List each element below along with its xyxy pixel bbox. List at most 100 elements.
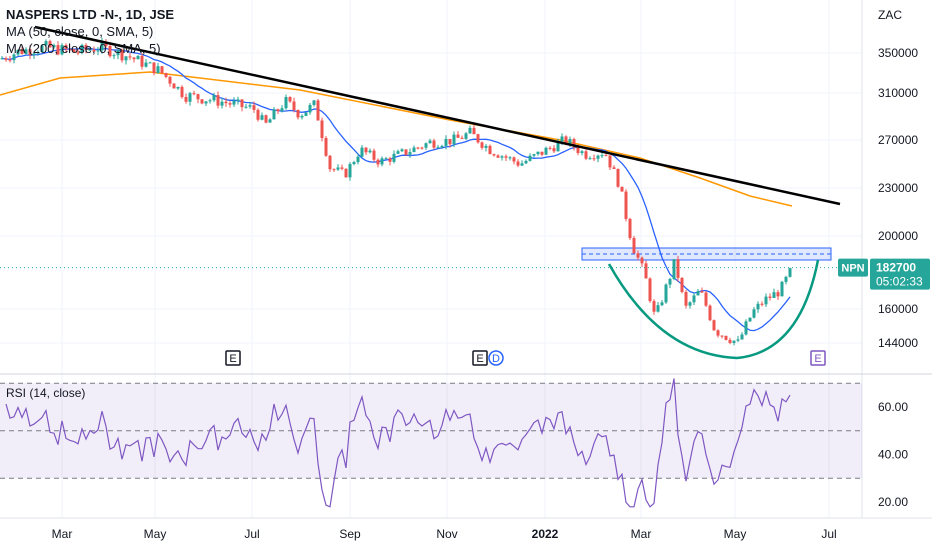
candle-183 bbox=[732, 340, 736, 343]
candle-107 bbox=[428, 140, 432, 144]
event-marker-2 bbox=[488, 350, 504, 366]
candle-151 bbox=[604, 155, 608, 157]
candle-30 bbox=[120, 50, 124, 61]
candle-43 bbox=[172, 83, 176, 89]
candle-186 bbox=[744, 321, 748, 335]
x-tick-3: Sep bbox=[339, 527, 361, 541]
candle-172 bbox=[688, 302, 692, 306]
candle-35 bbox=[140, 55, 144, 67]
ma50-line bbox=[1, 47, 791, 332]
ma200-line bbox=[0, 71, 793, 207]
y-tick-2: 200000 bbox=[878, 229, 918, 243]
candle-100 bbox=[400, 149, 404, 152]
candle-73 bbox=[292, 101, 296, 110]
candle-29 bbox=[116, 50, 120, 56]
event-label-1: E bbox=[476, 353, 483, 365]
candle-121 bbox=[484, 145, 488, 148]
y-tick-4: 270000 bbox=[878, 133, 918, 147]
trendline-path bbox=[34, 25, 841, 206]
candle-170 bbox=[680, 277, 684, 292]
candle-189 bbox=[756, 303, 760, 310]
candle-193 bbox=[772, 292, 776, 298]
candle-128 bbox=[512, 157, 516, 162]
candle-90 bbox=[360, 147, 364, 157]
candle-149 bbox=[596, 155, 600, 159]
candle-114 bbox=[456, 134, 460, 138]
candle-19 bbox=[76, 52, 80, 54]
candle-176 bbox=[704, 292, 708, 306]
candle-72 bbox=[288, 97, 292, 102]
candle-17 bbox=[68, 49, 72, 51]
candle-143 bbox=[572, 139, 576, 148]
candle-11 bbox=[44, 41, 48, 46]
countdown-text: 05:02:33 bbox=[876, 275, 923, 289]
candle-70 bbox=[280, 108, 284, 112]
candle-99 bbox=[396, 151, 400, 154]
candle-187 bbox=[748, 317, 752, 322]
candle-9 bbox=[36, 51, 40, 54]
candle-145 bbox=[580, 151, 584, 153]
candle-12 bbox=[48, 41, 52, 48]
candle-52 bbox=[208, 100, 212, 102]
candle-0 bbox=[0, 58, 4, 60]
candle-196 bbox=[784, 276, 788, 282]
candle-91 bbox=[364, 147, 368, 153]
candle-93 bbox=[372, 150, 376, 160]
candle-40 bbox=[160, 66, 164, 73]
candle-148 bbox=[592, 158, 596, 160]
candle-158 bbox=[632, 238, 636, 254]
candle-1 bbox=[4, 58, 8, 60]
candle-129 bbox=[516, 161, 520, 166]
candle-5 bbox=[20, 49, 24, 54]
candle-4 bbox=[16, 49, 20, 55]
candle-188 bbox=[752, 309, 756, 318]
legend-ma200: MA (200, close, 0, SMA, 5) bbox=[6, 41, 161, 56]
candle-180 bbox=[720, 335, 724, 337]
candle-57 bbox=[228, 103, 232, 105]
candle-96 bbox=[384, 158, 388, 160]
candle-111 bbox=[444, 138, 448, 146]
candle-66 bbox=[264, 115, 268, 123]
x-tick-0: Mar bbox=[52, 527, 73, 541]
candle-85 bbox=[340, 167, 344, 169]
candle-39 bbox=[156, 66, 160, 74]
candle-60 bbox=[240, 99, 244, 108]
candle-141 bbox=[564, 136, 568, 144]
candle-24 bbox=[96, 50, 100, 52]
candle-153 bbox=[612, 167, 616, 170]
candle-2 bbox=[8, 59, 12, 61]
candle-116 bbox=[464, 133, 468, 139]
candle-67 bbox=[268, 119, 272, 123]
candle-191 bbox=[764, 296, 768, 305]
candle-144 bbox=[576, 147, 580, 153]
candle-59 bbox=[236, 99, 240, 101]
candle-31 bbox=[124, 56, 128, 61]
candle-154 bbox=[616, 169, 620, 187]
candle-79 bbox=[316, 100, 320, 121]
candle-192 bbox=[768, 296, 772, 298]
x-tick-7: May bbox=[724, 527, 747, 541]
event-label-0: E bbox=[229, 353, 236, 365]
candle-137 bbox=[548, 147, 552, 149]
candle-55 bbox=[220, 101, 224, 106]
candle-23 bbox=[92, 49, 96, 52]
candle-65 bbox=[260, 115, 264, 120]
ma50-path bbox=[1, 47, 791, 332]
candle-10 bbox=[40, 45, 44, 52]
candle-104 bbox=[416, 147, 420, 149]
candle-18 bbox=[72, 49, 76, 53]
candle-82 bbox=[328, 155, 332, 170]
resistance-band bbox=[581, 247, 832, 261]
candle-108 bbox=[432, 140, 436, 148]
rsi-axis: 60.00 40.00 20.00 bbox=[878, 400, 908, 509]
candle-134 bbox=[536, 151, 540, 155]
chart-legend: NASPERS LTD -N-, 1D, JSE MA (50, close, … bbox=[6, 6, 174, 57]
y-tick-6: 350000 bbox=[878, 46, 918, 60]
candle-13 bbox=[52, 45, 56, 48]
candle-166 bbox=[664, 284, 668, 303]
candle-136 bbox=[544, 147, 548, 155]
candle-120 bbox=[480, 142, 484, 148]
candle-81 bbox=[324, 138, 328, 156]
candle-36 bbox=[144, 62, 148, 67]
